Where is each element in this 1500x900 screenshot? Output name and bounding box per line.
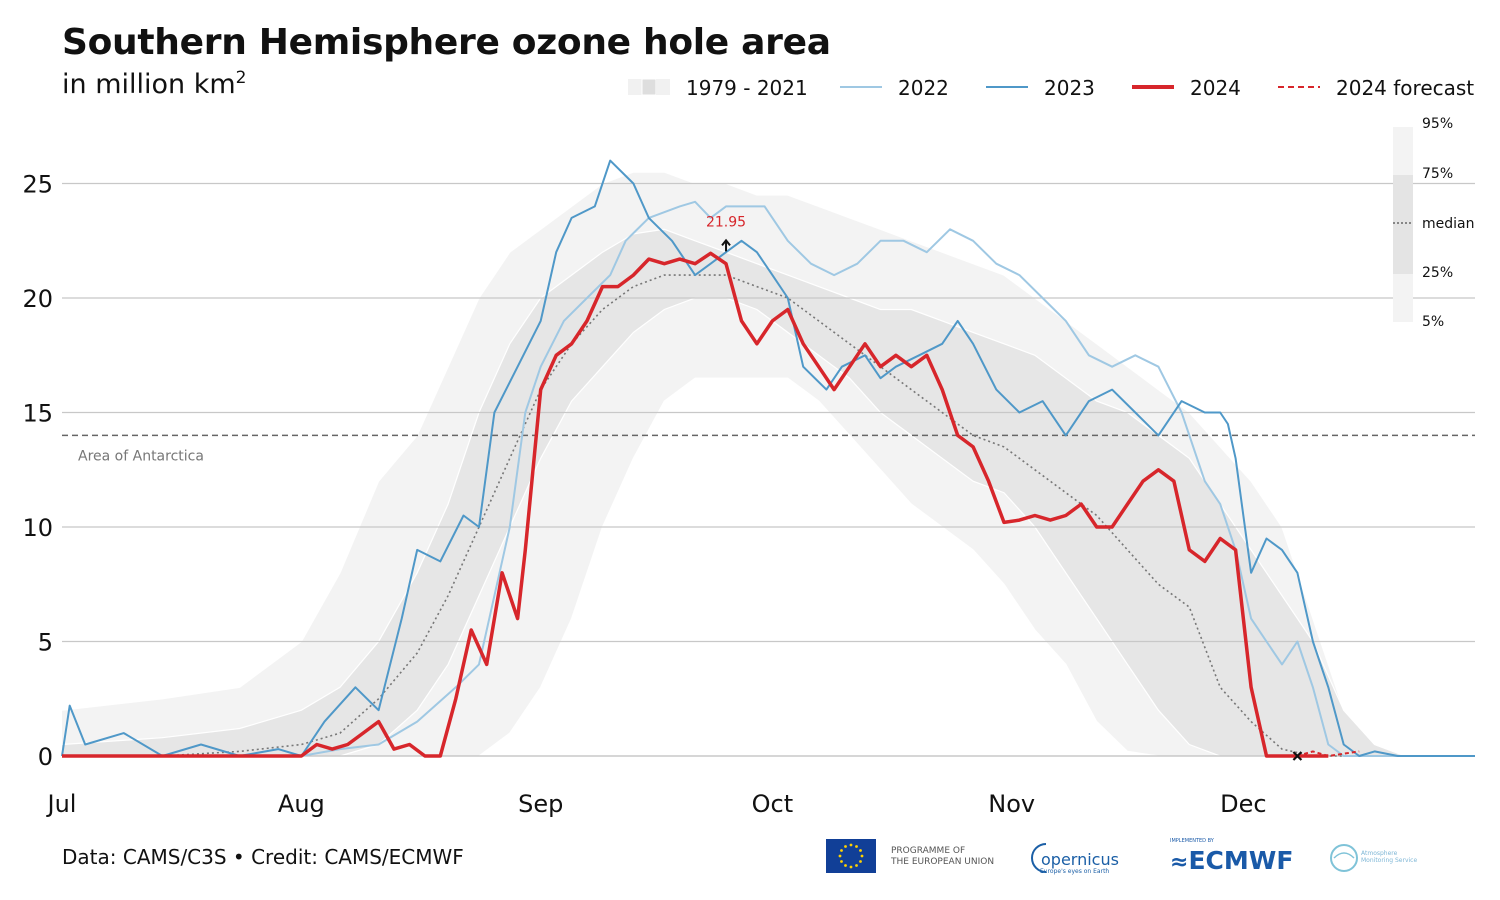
x-tick-label: Nov [988,790,1035,818]
eu-flag-logo [826,839,876,873]
copernicus-tagline: Europe's eyes on Earth [1040,868,1110,875]
series-line-2024 [62,251,1329,758]
eu-star [859,849,862,852]
antarctica-label: Area of Antarctica [78,448,204,464]
band-25-75 [62,229,1475,757]
cams-line2: Monitoring Service [1361,857,1418,864]
eu-star [840,860,843,863]
copernicus-logo [1028,838,1128,876]
percentile-key-95-75 [1393,127,1413,175]
max-value-label: 21.95 [706,214,746,230]
y-tick-label: 10 [22,514,53,542]
legend-label: 2024 [1190,76,1241,100]
cams-text: Atmosphere Monitoring Service [1361,850,1417,864]
data-source-credit: Data: CAMS/C3S • Credit: CAMS/ECMWF [62,845,464,869]
subtitle-superscript: 2 [235,68,247,88]
max-marker-arrow [721,238,731,246]
ecmwf-implemented-label: IMPLEMENTED BY [1170,838,1214,844]
cams-globe-icon [1330,844,1358,872]
percentile-label: 25% [1422,265,1453,281]
ozone-chart: 0 5 10 15 20 25 Area of Antarctica 21.95 Jul Aug S… [22,76,1475,818]
eu-star [849,865,853,869]
legend-label: 2022 [898,76,949,100]
y-tick-label: 0 [38,743,53,771]
copernicus-name: opernicus [1041,850,1119,869]
percentile-key-75-25 [1393,175,1413,274]
eu-star [838,854,842,858]
percentile-key-25-5 [1393,274,1413,322]
band-edge-95 [61,171,1475,757]
legend-label: 2023 [1044,76,1095,100]
chart-subtitle: in million km2 [62,68,246,100]
y-tick-label: 25 [22,171,53,199]
eu-text-line1: PROGRAMME OF [891,846,966,856]
end-marker [1292,751,1303,761]
cams-logo [1328,840,1423,876]
chart-title: Southern Hemisphere ozone hole area [62,22,831,63]
series-line-2022 [62,200,1475,757]
y-tick-label: 20 [22,285,53,313]
y-tick-label: 15 [22,400,53,428]
percentile-label: 95% [1422,116,1453,132]
series-line-2023 [61,159,1475,757]
x-tick-label: Sep [518,790,563,818]
percentile-label: median [1422,216,1474,232]
x-tick-label: Jul [46,790,77,818]
legend-swatch-band-outer [628,79,642,95]
y-tick-label: 5 [38,629,53,657]
eu-programme-text: PROGRAMME OF THE EUROPEAN UNION [891,846,994,868]
legend-label: 2024 forecast [1336,76,1474,100]
legend-label: 1979 - 2021 [686,76,808,100]
eu-star [849,843,853,847]
eu-star [860,854,864,858]
x-tick-label: Aug [278,790,325,818]
legend-swatch-band-inner [641,78,657,96]
legend-swatch-band-outer2 [656,79,670,95]
eu-star [855,845,858,848]
ecmwf-logo: ≈ECMWF [1170,846,1293,875]
series-line-2024-forecast [1297,750,1360,757]
x-tick-label: Oct [752,790,794,818]
x-tick-label: Dec [1220,790,1266,818]
eu-star [840,849,843,852]
eu-star [855,864,858,867]
ecmwf-waves-icon: ≈ [1170,850,1189,875]
copernicus-c-icon [1031,843,1047,873]
cams-line1: Atmosphere [1361,850,1398,857]
eu-text-line2: THE EUROPEAN UNION [891,857,995,867]
eu-star [844,864,847,867]
eu-star [844,845,847,848]
percentile-label: 5% [1422,314,1444,330]
eu-star [859,860,862,863]
eu-stars-icon [838,843,864,869]
median-line [62,274,1475,757]
ecmwf-name: ECMWF [1188,846,1294,875]
subtitle-text: in million km [62,69,236,100]
percentile-label: 75% [1422,166,1453,182]
